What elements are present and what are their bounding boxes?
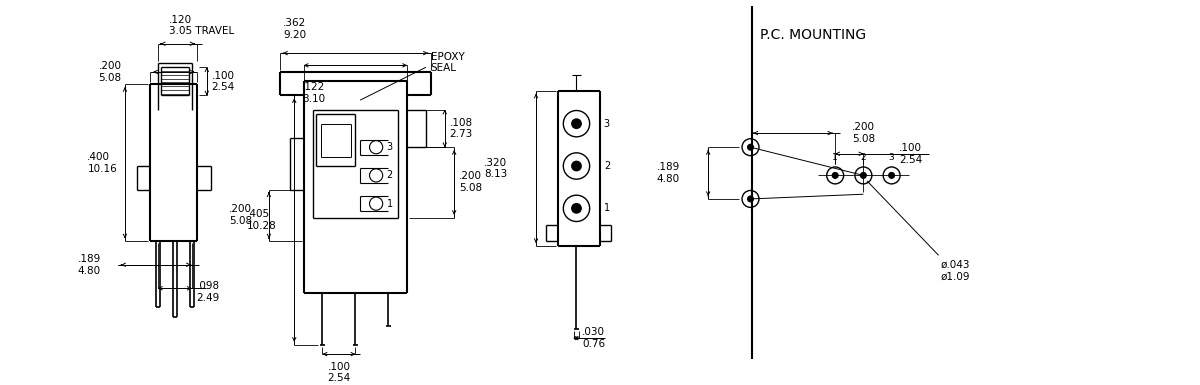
- Text: 1: 1: [386, 199, 392, 209]
- Text: .320
8.13: .320 8.13: [485, 157, 508, 179]
- Text: 3: 3: [386, 142, 392, 152]
- Text: .200
5.08: .200 5.08: [852, 122, 875, 144]
- Text: .405
10.28: .405 10.28: [247, 209, 277, 231]
- Text: 2: 2: [604, 161, 610, 171]
- Circle shape: [833, 172, 838, 178]
- Circle shape: [748, 196, 754, 202]
- Text: .400
10.16: .400 10.16: [88, 152, 118, 174]
- Text: .189
4.80: .189 4.80: [656, 162, 679, 184]
- Text: 2: 2: [860, 153, 866, 162]
- Text: .200
5.08: .200 5.08: [458, 171, 482, 193]
- Text: .108
2.73: .108 2.73: [450, 117, 473, 139]
- Circle shape: [571, 161, 581, 171]
- Text: 3: 3: [889, 153, 894, 162]
- Text: EPOXY
SEAL: EPOXY SEAL: [431, 52, 464, 73]
- Circle shape: [860, 172, 866, 178]
- Text: .200
5.08: .200 5.08: [98, 61, 121, 83]
- Text: .100
2.54: .100 2.54: [328, 362, 350, 383]
- Text: .122
3.10: .122 3.10: [302, 82, 325, 104]
- Text: .362
9.20: .362 9.20: [283, 18, 306, 40]
- Text: 1: 1: [833, 153, 838, 162]
- Text: P.C. MOUNTING: P.C. MOUNTING: [760, 28, 866, 42]
- Text: 1: 1: [604, 203, 610, 213]
- Text: ø.043
ø1.09: ø.043 ø1.09: [941, 260, 970, 282]
- Circle shape: [571, 119, 581, 128]
- Text: .100
2.54: .100 2.54: [899, 143, 923, 164]
- Text: .189
4.80: .189 4.80: [78, 254, 101, 276]
- Text: .030
0.76: .030 0.76: [582, 327, 605, 349]
- Text: 2: 2: [386, 171, 392, 181]
- Text: 3: 3: [604, 119, 610, 129]
- Text: .120
3.05 TRAVEL: .120 3.05 TRAVEL: [169, 15, 234, 36]
- Circle shape: [571, 204, 581, 213]
- Circle shape: [889, 172, 894, 178]
- Text: .200
5.08: .200 5.08: [229, 204, 252, 226]
- Text: .098
2.49: .098 2.49: [197, 281, 220, 303]
- Text: .100
2.54: .100 2.54: [211, 70, 235, 92]
- Circle shape: [748, 144, 754, 150]
